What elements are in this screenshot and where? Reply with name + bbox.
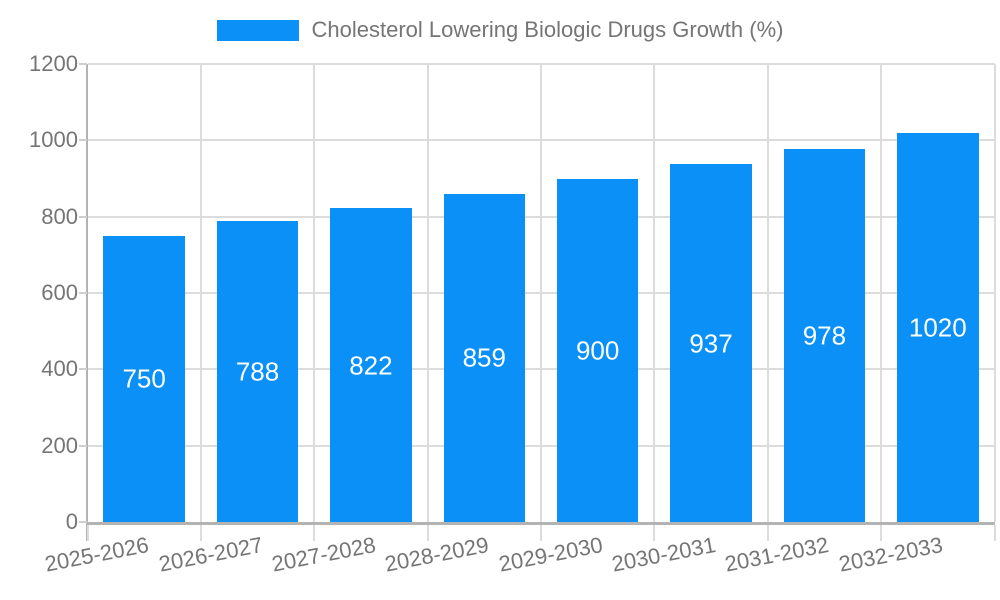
bar <box>670 164 752 522</box>
y-tick-label: 1200 <box>29 51 78 76</box>
x-tick-mark <box>993 525 996 541</box>
bar <box>783 148 866 522</box>
gridline-v <box>880 64 883 522</box>
gridline-v <box>313 64 316 522</box>
x-tick-mark <box>766 525 769 541</box>
x-tick-mark <box>86 525 89 541</box>
bar <box>556 178 639 522</box>
bar-value-label: 788 <box>235 356 280 387</box>
bar-value-label: 859 <box>462 342 506 373</box>
y-tick-mark <box>79 63 87 65</box>
y-tick-mark <box>79 521 87 523</box>
gridline-v <box>766 64 769 522</box>
bar-value-label: 750 <box>122 363 166 394</box>
x-tick-mark <box>313 525 316 541</box>
bar-value-label: 900 <box>575 334 620 365</box>
y-tick-mark <box>79 292 87 294</box>
chart-title: Cholesterol Lowering Biologic Drugs Grow… <box>311 17 784 42</box>
bar-value-label: 978 <box>802 320 847 351</box>
y-tick-label: 200 <box>41 432 78 458</box>
y-axis-line <box>85 64 88 541</box>
legend-item[interactable]: Cholesterol Lowering Biologic Drugs Grow… <box>0 17 1000 43</box>
x-tick-mark <box>653 525 656 541</box>
x-tick-mark <box>199 525 202 541</box>
bar <box>897 132 979 522</box>
y-tick-label: 0 <box>65 509 78 534</box>
gridline-v <box>993 64 996 522</box>
y-tick-mark <box>79 444 87 447</box>
gridline-v <box>426 64 429 522</box>
y-tick-mark <box>79 368 87 371</box>
bar-value-label: 1020 <box>908 312 967 343</box>
bar <box>216 221 299 522</box>
y-tick-label: 1000 <box>29 127 78 153</box>
y-tick-label: 800 <box>41 203 78 229</box>
plot-area: 750 788 822 859 900 937 978 1020 <box>85 63 996 541</box>
x-tick-mark <box>426 525 429 541</box>
x-axis-line <box>87 522 995 525</box>
bar-value-label: 822 <box>349 349 393 380</box>
y-tick-label: 600 <box>41 280 78 305</box>
y-tick-mark <box>79 139 87 142</box>
y-tick-mark <box>79 215 87 218</box>
bar <box>443 194 526 522</box>
gridline-v <box>199 64 202 522</box>
gridline-v <box>653 64 656 522</box>
x-tick-mark <box>880 525 883 541</box>
bar-value-label: 937 <box>689 327 733 358</box>
bar <box>330 208 412 522</box>
y-tick-label: 400 <box>41 356 78 382</box>
bar <box>103 235 185 522</box>
x-tick-mark <box>540 525 542 541</box>
legend-swatch <box>216 19 299 41</box>
gridline-v <box>540 64 542 522</box>
